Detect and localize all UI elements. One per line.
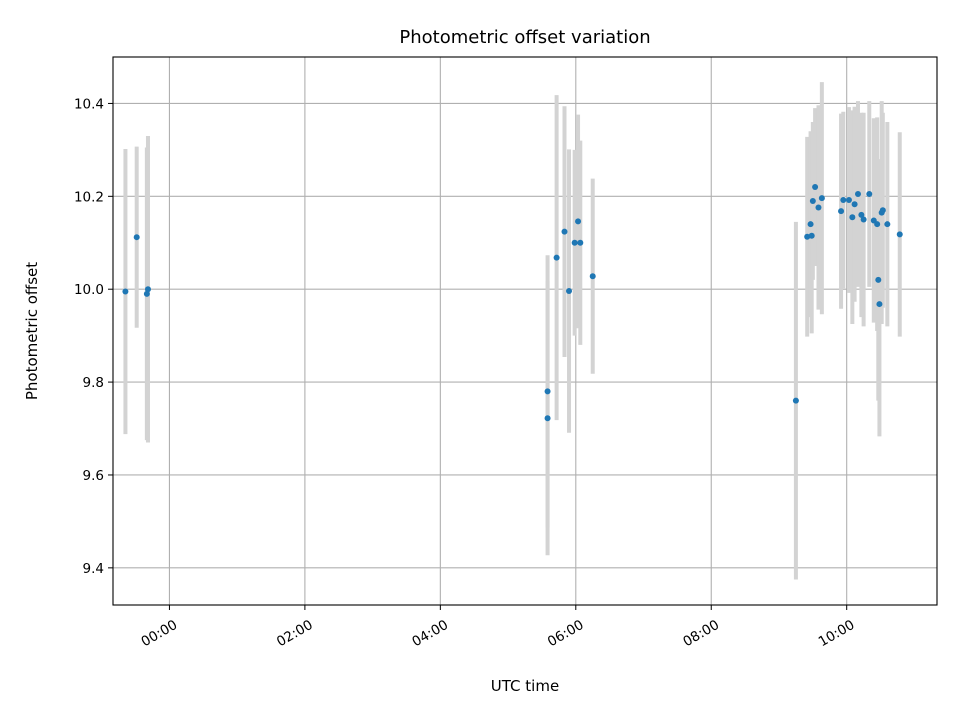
data-point	[589, 273, 596, 280]
data-point	[133, 234, 140, 241]
data-point	[866, 191, 873, 197]
y-tick-label: 10.4	[74, 96, 104, 112]
data-point	[544, 388, 551, 395]
data-point	[553, 254, 560, 261]
data-point	[896, 231, 903, 238]
data-point	[845, 197, 852, 204]
data-point	[575, 218, 582, 225]
data-point	[566, 288, 573, 295]
chart-title: Photometric offset variation	[399, 27, 650, 48]
y-axis-ticks: 9.4 9.6 9.8 10.0 10.2 10.4	[74, 96, 113, 577]
data-point	[818, 195, 825, 202]
data-point	[849, 214, 856, 221]
data-point	[809, 197, 816, 204]
data-points	[122, 184, 903, 422]
data-point	[884, 221, 891, 228]
x-axis-label: UTC time	[491, 677, 559, 695]
y-tick-label: 9.6	[83, 468, 104, 484]
data-point	[858, 211, 865, 218]
data-point	[876, 301, 883, 308]
grid-lines	[113, 57, 937, 605]
y-tick-label: 10.2	[74, 189, 104, 205]
data-point	[143, 290, 150, 297]
data-point	[860, 216, 867, 223]
data-point	[874, 221, 881, 228]
data-point	[561, 228, 568, 235]
data-point	[792, 397, 799, 404]
data-point	[544, 415, 551, 422]
y-tick-label: 10.0	[74, 282, 104, 298]
y-tick-label: 9.4	[83, 561, 104, 577]
data-point	[571, 239, 578, 246]
data-point	[815, 204, 822, 211]
data-point	[807, 221, 814, 228]
data-point	[804, 233, 811, 240]
data-point	[840, 197, 847, 204]
y-tick-label: 9.8	[83, 375, 104, 391]
data-point	[577, 239, 584, 246]
data-point	[838, 208, 845, 215]
data-point	[812, 184, 819, 191]
data-point	[854, 191, 861, 197]
data-point	[875, 276, 882, 283]
data-point	[879, 207, 886, 214]
plot-frame	[112, 56, 938, 606]
data-point	[144, 286, 151, 293]
data-point	[851, 201, 858, 208]
data-point	[122, 288, 129, 295]
y-axis-label: Photometric offset	[23, 262, 41, 400]
data-point	[808, 232, 815, 239]
